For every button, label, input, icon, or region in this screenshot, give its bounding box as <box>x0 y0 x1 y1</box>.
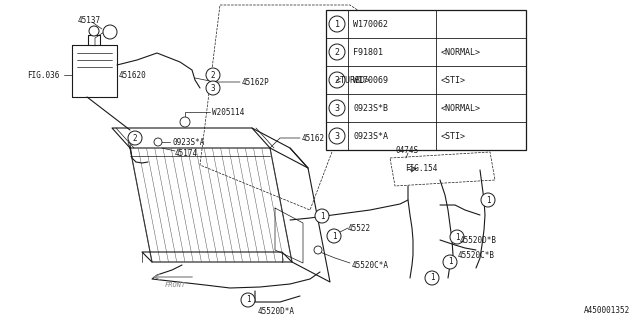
Text: 45522: 45522 <box>348 223 371 233</box>
Circle shape <box>206 68 220 82</box>
Text: FIG.036: FIG.036 <box>27 70 60 79</box>
Circle shape <box>154 138 162 146</box>
Text: 2: 2 <box>211 70 215 79</box>
Text: 2: 2 <box>335 47 339 57</box>
Text: 3: 3 <box>211 84 215 92</box>
Text: 2: 2 <box>132 133 138 142</box>
Text: F91801: F91801 <box>353 47 383 57</box>
Text: <NORMAL>: <NORMAL> <box>441 47 481 57</box>
Circle shape <box>89 26 99 36</box>
Text: 45162: 45162 <box>302 133 325 142</box>
Text: 45520D*B: 45520D*B <box>460 236 497 244</box>
Circle shape <box>481 193 495 207</box>
Text: 45520C*A: 45520C*A <box>352 260 389 269</box>
Text: 45162P: 45162P <box>242 77 269 86</box>
Circle shape <box>329 128 345 144</box>
Circle shape <box>329 72 345 88</box>
Text: 1: 1 <box>454 233 460 242</box>
Text: 0474S: 0474S <box>395 146 418 155</box>
Text: A450001352: A450001352 <box>584 306 630 315</box>
Circle shape <box>314 246 322 254</box>
Text: 1: 1 <box>332 231 336 241</box>
Text: W170069: W170069 <box>353 76 388 84</box>
Text: 0923S*A: 0923S*A <box>353 132 388 140</box>
Text: 1: 1 <box>486 196 490 204</box>
Text: 1: 1 <box>320 212 324 220</box>
Circle shape <box>425 271 439 285</box>
Circle shape <box>180 117 190 127</box>
Circle shape <box>329 16 345 32</box>
Circle shape <box>329 44 345 60</box>
Text: <NORMAL>: <NORMAL> <box>441 103 481 113</box>
Circle shape <box>241 293 255 307</box>
Text: 45520C*B: 45520C*B <box>458 251 495 260</box>
Text: 45174: 45174 <box>175 148 198 157</box>
Text: W170062: W170062 <box>353 20 388 28</box>
Text: 451620: 451620 <box>119 70 147 79</box>
Text: <STI>: <STI> <box>441 132 466 140</box>
Text: 0923S*A: 0923S*A <box>172 138 204 147</box>
Circle shape <box>128 131 142 145</box>
Bar <box>326 10 526 150</box>
Text: 45520D*A: 45520D*A <box>258 307 295 316</box>
Circle shape <box>329 100 345 116</box>
Text: <STI>: <STI> <box>441 76 466 84</box>
Text: 0923S*B: 0923S*B <box>353 103 388 113</box>
Text: 3: 3 <box>335 132 339 140</box>
Text: 1: 1 <box>429 274 435 283</box>
Circle shape <box>450 230 464 244</box>
Circle shape <box>443 255 457 269</box>
Text: 1: 1 <box>335 20 339 28</box>
Circle shape <box>327 229 341 243</box>
Circle shape <box>103 25 117 39</box>
Text: FRONT: FRONT <box>165 282 186 288</box>
Circle shape <box>206 81 220 95</box>
Text: <TURBD>: <TURBD> <box>336 76 371 84</box>
Text: 1: 1 <box>448 258 452 267</box>
Text: 3: 3 <box>335 103 339 113</box>
Text: 2: 2 <box>335 76 339 84</box>
Text: 1: 1 <box>246 295 250 305</box>
Circle shape <box>315 209 329 223</box>
Text: 45137: 45137 <box>78 15 101 25</box>
Text: W205114: W205114 <box>212 108 244 116</box>
Text: FIG.154: FIG.154 <box>405 164 437 172</box>
